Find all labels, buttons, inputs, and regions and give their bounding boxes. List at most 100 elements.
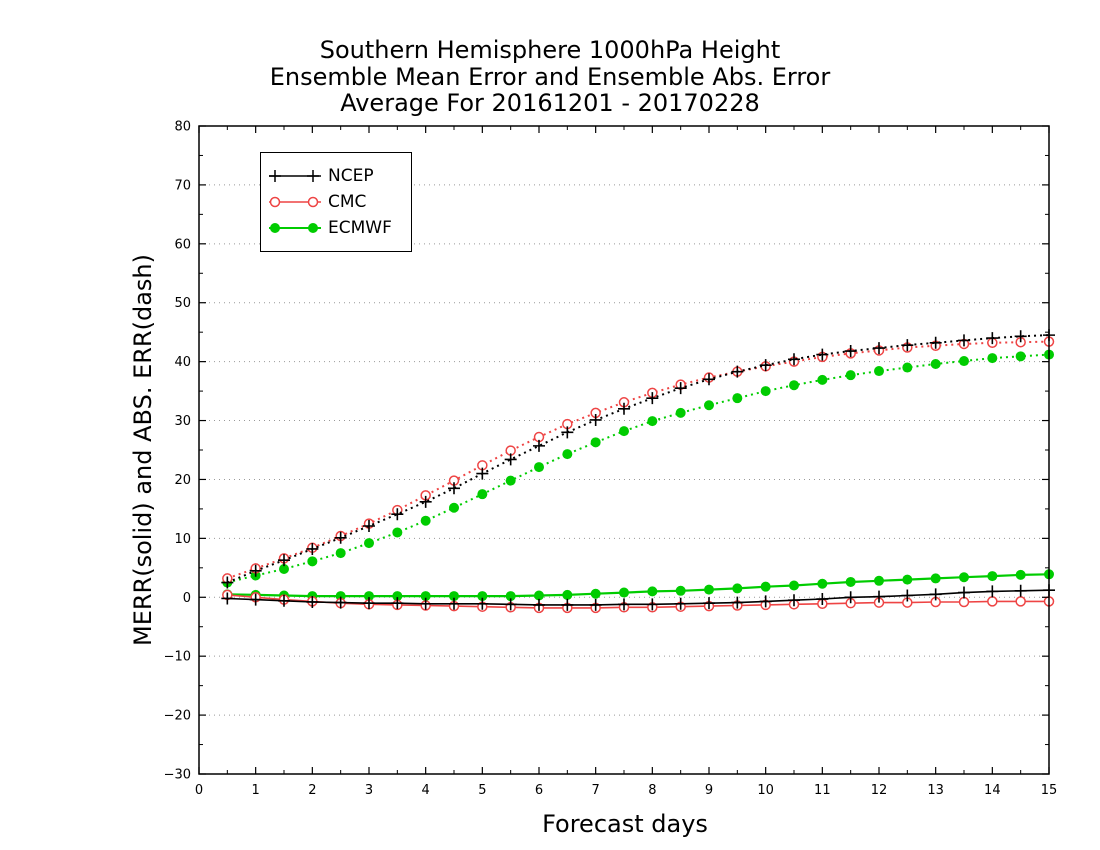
mean-error-point-ncep	[929, 588, 942, 601]
abs-error-point-ncep	[618, 402, 630, 415]
mean-error-point-ncep	[476, 597, 489, 610]
x-axis-label: Forecast days	[542, 810, 708, 838]
mean-error-point-ecmwf	[647, 586, 658, 597]
x-tick-label: 2	[308, 783, 316, 798]
legend-swatch-ncep	[269, 170, 321, 182]
abs-error-point-ncep	[646, 392, 659, 405]
x-tick-label: 1	[252, 783, 260, 798]
legend: NCEP CMC ECMWF	[260, 152, 412, 252]
mean-error-point-ecmwf	[959, 572, 969, 583]
mean-error-point-cmc	[987, 596, 998, 607]
x-tick-label: 3	[365, 783, 373, 798]
abs-error-point-ncep	[759, 359, 772, 372]
abs-error-point-ncep	[334, 531, 347, 544]
x-tick-label: 5	[478, 783, 486, 798]
mean-error-point-ecmwf	[874, 575, 884, 586]
abs-error-line-cmc	[226, 340, 1050, 580]
abs-error-point-ncep	[873, 342, 885, 355]
mean-error-line-ecmwf	[227, 573, 1050, 598]
mean-error-point-ncep	[363, 597, 375, 610]
mean-error-point-ecmwf	[364, 591, 374, 602]
abs-error-point-ncep	[674, 382, 687, 395]
mean-error-point-ecmwf	[732, 583, 743, 594]
y-tick-label: 60	[174, 237, 191, 252]
mean-error-point-ecmwf	[449, 591, 459, 602]
legend-item-cmc: CMC	[261, 190, 411, 214]
abs-error-point-ecmwf	[704, 400, 714, 411]
abs-error-point-ncep	[1014, 330, 1027, 343]
mean-error-point-ecmwf	[675, 585, 686, 596]
x-axis: 0 1 2 3 4 5 6 7 8 9 10 11 12 13 14 15	[195, 126, 1057, 798]
series-layer	[221, 329, 1055, 614]
mean-error-point-ncep	[703, 597, 715, 610]
abs-error-point-ecmwf	[845, 370, 856, 381]
abs-error-point-ncep	[844, 345, 857, 358]
mean-error-point-ncep	[221, 592, 234, 605]
mean-error-point-ncep	[561, 598, 574, 611]
x-tick-label: 15	[1041, 783, 1058, 798]
mean-error-point-ncep	[306, 595, 319, 608]
abs-error-point-ncep	[476, 467, 489, 480]
mean-error-point-ecmwf	[420, 591, 431, 602]
mean-error-point-ecmwf	[760, 581, 771, 592]
abs-error-point-ecmwf	[902, 362, 913, 373]
y-tick-label: 40	[174, 355, 191, 370]
y-axis: 80 70 60 50 40 30 20 10 0 −10 −20 −30	[164, 120, 1049, 783]
x-tick-label: 7	[592, 783, 600, 798]
abs-error-point-ecmwf	[364, 538, 374, 549]
abs-error-point-ecmwf	[279, 563, 289, 574]
abs-error-point-ncep	[561, 426, 574, 439]
mean-error-point-ecmwf	[987, 571, 998, 582]
abs-error-point-ecmwf	[590, 437, 601, 448]
y-tick-label: 0	[183, 591, 191, 606]
abs-error-point-ecmwf	[789, 380, 799, 391]
y-tick-label: 10	[174, 532, 191, 547]
series-ecmwf	[222, 349, 1054, 602]
abs-error-point-ncep	[448, 482, 460, 495]
mean-error-point-ecmwf	[704, 584, 714, 595]
abs-error-point-ecmwf	[505, 475, 516, 486]
abs-error-point-ecmwf	[477, 489, 488, 500]
abs-error-point-ecmwf	[959, 356, 969, 367]
mean-error-point-ncep	[448, 597, 460, 610]
y-tick-label: 80	[174, 120, 191, 135]
abs-error-point-ecmwf	[930, 358, 941, 369]
abs-error-point-ncep	[391, 508, 404, 521]
mean-error-point-ncep	[618, 598, 630, 611]
abs-error-point-ncep	[958, 334, 970, 347]
y-tick-label: 20	[174, 473, 191, 488]
mean-error-point-ncep	[674, 597, 687, 610]
mean-error-point-ncep	[589, 598, 602, 611]
x-tick-label: 13	[927, 783, 944, 798]
mean-error-point-ncep	[391, 597, 404, 610]
mean-error-point-ecmwf	[477, 591, 488, 602]
mean-error-point-ecmwf	[505, 591, 516, 602]
abs-error-point-ncep	[221, 576, 234, 589]
abs-error-point-ecmwf	[534, 462, 544, 473]
abs-error-point-ecmwf	[732, 393, 743, 404]
mean-error-point-ecmwf	[534, 590, 544, 601]
series-cmc	[222, 336, 1055, 614]
abs-error-point-ecmwf	[335, 548, 346, 559]
mean-error-point-ncep	[958, 586, 970, 599]
abs-error-point-ncep	[306, 542, 319, 555]
chart-title-line-2: Ensemble Mean Error and Ensemble Abs. Er…	[269, 63, 831, 91]
mean-error-point-ecmwf	[619, 587, 629, 598]
series-ncep	[221, 329, 1055, 611]
abs-error-point-ecmwf	[675, 407, 686, 418]
mean-error-point-ncep	[731, 596, 744, 609]
mean-error-point-ncep	[419, 597, 432, 610]
x-tick-label: 6	[535, 783, 543, 798]
mean-error-point-ncep	[646, 598, 659, 611]
mean-error-point-ncep	[533, 598, 545, 611]
abs-error-point-ecmwf	[449, 502, 459, 513]
x-tick-label: 10	[757, 783, 774, 798]
mean-error-point-ncep	[1014, 584, 1027, 597]
abs-error-point-ncep	[788, 353, 800, 366]
mean-error-point-ncep	[901, 589, 914, 602]
abs-error-point-ecmwf	[392, 527, 403, 538]
abs-error-point-ecmwf	[760, 386, 771, 397]
legend-swatch-ecmwf	[269, 223, 321, 233]
legend-item-ncep: NCEP	[261, 164, 411, 188]
legend-label-ncep: NCEP	[328, 166, 374, 186]
